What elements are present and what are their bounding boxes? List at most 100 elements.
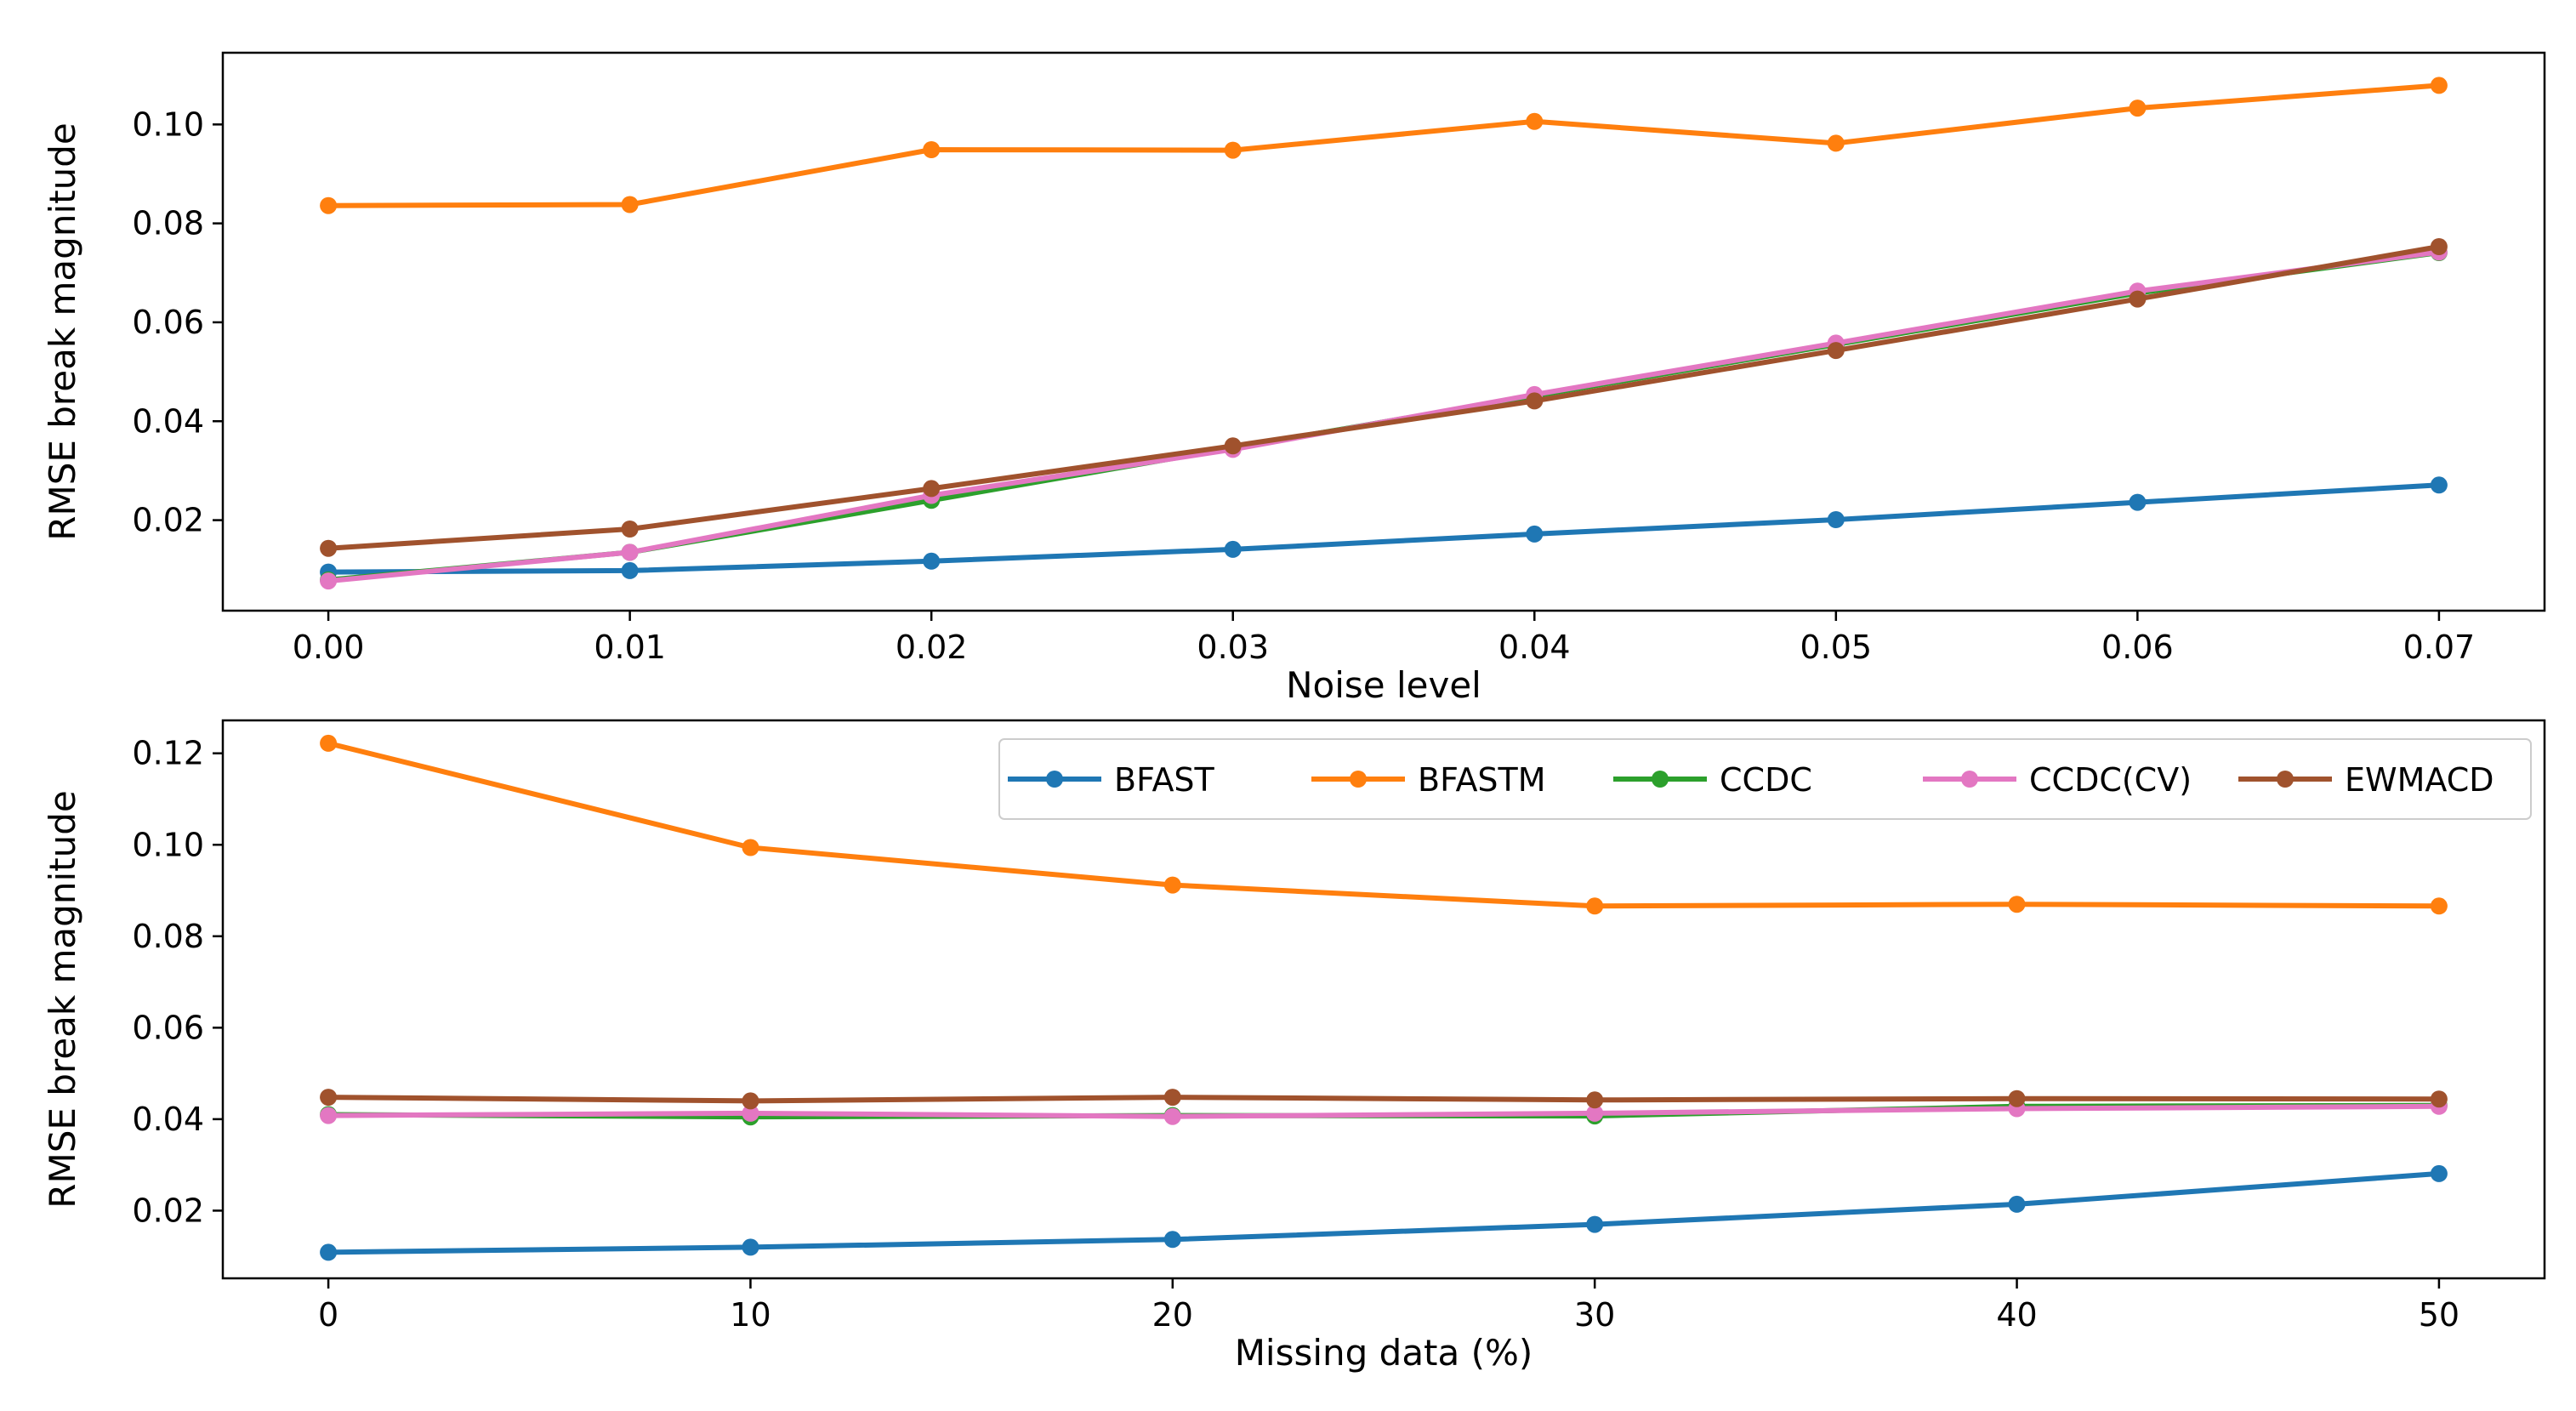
legend-marker-ewmacd: [2277, 771, 2294, 788]
series-line-ewmacd: [326, 1095, 2442, 1104]
legend-marker-bfast: [1046, 771, 1063, 788]
series-group: [320, 734, 2448, 1261]
data-point-bfast: [621, 561, 639, 579]
x-tick-label: 10: [730, 1296, 771, 1334]
data-point-bfast: [1224, 540, 1242, 558]
data-point-ewmacd: [1586, 1091, 1604, 1109]
x-axis-label: Noise level: [1286, 664, 1481, 706]
x-tick-label: 0.07: [2403, 629, 2476, 666]
data-point-bfastm: [2129, 100, 2147, 117]
legend-label-bfastm: BFASTM: [1418, 761, 1546, 799]
noise-level-chart: 0.00 0.01 0.02 0.03 0.04 0.05 0.06 0.07 0.02 0.04…: [42, 51, 2546, 706]
x-tick-label: 30: [1574, 1296, 1615, 1334]
data-point-ewmacd: [1224, 437, 1242, 455]
data-point-bfastm: [1586, 897, 1604, 915]
data-point-ccdc-cv: [1586, 1104, 1604, 1122]
y-tick-label: 0.06: [132, 304, 204, 341]
data-point-bfast: [1827, 511, 1845, 528]
series-line-bfastm: [326, 82, 2442, 208]
data-point-ewmacd: [320, 1089, 338, 1107]
data-point-bfast: [2430, 476, 2448, 494]
x-tick-label: 0.05: [1800, 629, 1873, 666]
data-point-bfastm: [2008, 896, 2026, 913]
x-tick-label: 0.06: [2101, 629, 2174, 666]
y-axis-label: RMSE break magnitude: [42, 122, 83, 540]
y-tick-label: 0.10: [132, 105, 204, 143]
x-axis-label: Missing data (%): [1235, 1332, 1533, 1374]
data-point-bfast: [2008, 1195, 2026, 1213]
axes-frame: [221, 51, 2546, 612]
legend-marker-bfastm: [1350, 771, 1367, 788]
y-tick-label: 0.02: [132, 1192, 204, 1229]
y-tick-label: 0.08: [132, 918, 204, 955]
x-tick-label: 50: [2419, 1296, 2459, 1334]
data-point-bfastm: [742, 839, 759, 856]
data-point-ewmacd: [621, 521, 639, 538]
data-point-ewmacd: [1827, 342, 1845, 360]
data-point-ewmacd: [1163, 1089, 1181, 1107]
data-point-bfastm: [1526, 112, 1544, 130]
legend-label-bfast: BFAST: [1114, 761, 1215, 799]
data-point-bfastm: [320, 734, 338, 752]
data-point-bfast: [923, 552, 941, 570]
legend-label-ewmacd: EWMACD: [2345, 761, 2494, 799]
series-group: [320, 77, 2448, 590]
y-axis-label: RMSE break magnitude: [42, 790, 83, 1208]
data-point-ccdc-cv: [621, 543, 639, 561]
legend-label-ccdc: CCDC: [1720, 761, 1812, 799]
data-point-bfastm: [1163, 876, 1181, 894]
legend-label-ccdc-cv: CCDC(CV): [2029, 761, 2192, 799]
data-point-ewmacd: [320, 539, 338, 557]
data-point-ewmacd: [2430, 238, 2448, 255]
data-point-bfast: [2430, 1164, 2448, 1182]
legend-marker-ccdc-cv: [1961, 771, 1978, 788]
data-point-bfastm: [2430, 77, 2448, 94]
data-point-bfastm: [320, 196, 338, 214]
data-point-ewmacd: [923, 480, 941, 498]
data-point-ccdc-cv: [320, 572, 338, 590]
data-point-bfastm: [2430, 897, 2448, 915]
series-line-bfastm: [326, 740, 2442, 909]
data-point-ewmacd: [2008, 1090, 2026, 1107]
y-tick-label: 0.08: [132, 205, 204, 242]
series-line-bfast: [326, 482, 2442, 575]
data-point-bfast: [742, 1238, 759, 1256]
series-line-bfast: [326, 1170, 2442, 1255]
x-tick-label: 0.00: [293, 629, 365, 666]
y-tick-label: 0.10: [132, 826, 204, 863]
y-tick-label: 0.04: [132, 1101, 204, 1138]
legend-frame: [998, 738, 2532, 820]
x-tick-label: 0.01: [594, 629, 666, 666]
y-tick-label: 0.12: [132, 735, 204, 772]
axes-frame: [221, 719, 2546, 1280]
data-point-ewmacd: [1526, 392, 1544, 410]
data-point-ccdc-cv: [742, 1104, 759, 1122]
series-line-ccdc-cv: [326, 1103, 2442, 1119]
data-point-bfastm: [923, 141, 941, 158]
x-tick-label: 0: [318, 1296, 338, 1334]
data-point-bfast: [2129, 493, 2147, 511]
data-point-ccdc-cv: [1163, 1107, 1181, 1125]
data-point-ewmacd: [742, 1092, 759, 1110]
y-tick-label: 0.04: [132, 402, 204, 440]
x-tick-label: 20: [1152, 1296, 1193, 1334]
x-tick-label: 0.04: [1498, 629, 1571, 666]
data-point-bfast: [1526, 525, 1544, 543]
data-point-ewmacd: [2129, 290, 2147, 308]
y-tick-label: 0.02: [132, 502, 204, 539]
data-point-bfast: [1586, 1215, 1604, 1233]
data-point-bfast: [320, 1243, 338, 1261]
data-point-ewmacd: [2430, 1090, 2448, 1108]
series-line-ewmacd: [326, 244, 2442, 551]
missing-data-chart: 0 10 20 30 40 50 0.02 0.04 0.06 0.08 0.10 0.12 Missi…: [42, 719, 2546, 1374]
data-point-ccdc-cv: [320, 1107, 338, 1124]
data-point-bfastm: [1224, 141, 1242, 159]
data-point-bfastm: [621, 196, 639, 213]
data-point-bfastm: [1827, 134, 1845, 152]
x-tick-label: 0.03: [1197, 629, 1269, 666]
legend: BFAST BFASTM CCDC CCDC(CV) EWMACD: [998, 738, 2532, 820]
x-tick-label: 0.02: [896, 629, 968, 666]
x-tick-label: 40: [1996, 1296, 2037, 1334]
data-point-bfast: [1163, 1231, 1181, 1249]
